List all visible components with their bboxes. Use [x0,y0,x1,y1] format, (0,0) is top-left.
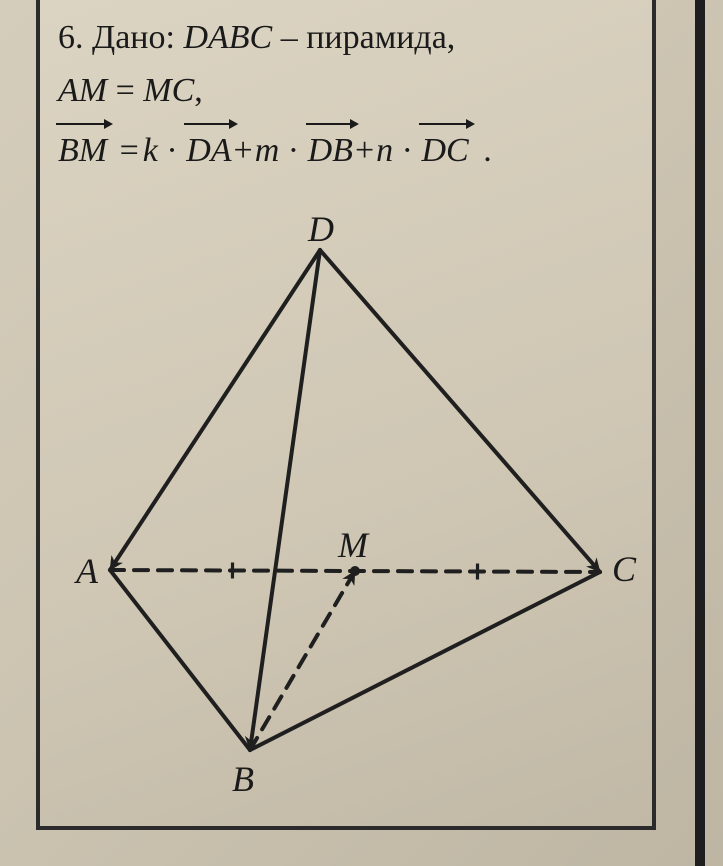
given-label: Дано: [92,19,175,56]
plus-2: + [355,132,374,169]
dot-3: · [402,132,413,169]
plus-1: + [234,132,253,169]
dot-1: · [166,132,177,169]
vector-bm: BM [58,123,107,178]
vector-dc: DC [421,123,468,178]
eq-sign-2: = [120,132,139,169]
period: . [483,132,492,169]
vector-da: DA [186,123,231,178]
comma-1: , [194,72,203,109]
coef-k: k [143,132,158,169]
line-1: 6. Дано: DABC – пирамида, [58,12,618,65]
problem-text: 6. Дано: DABC – пирамида, AM = MC, BM =k… [58,12,618,178]
coef-m: m [255,132,280,169]
pyramid-name: DABC [183,19,272,56]
pyramid-word: пирамида, [306,19,455,56]
book-spine [695,0,705,866]
label-a: A [76,550,98,592]
label-c: C [612,548,636,590]
am-label: AM [58,72,107,109]
label-m: M [338,524,368,566]
problem-number: 6. [58,19,84,56]
line-2: AM = MC, [58,65,618,118]
pyramid-diagram: D A C B M [40,210,650,810]
label-d: D [308,208,334,250]
mc-label: MC [143,72,194,109]
dot-2: · [288,132,299,169]
line-3: BM =k · DA+m · DB+n · DC . [58,123,618,178]
diagram-svg [40,210,650,810]
dash: – [281,19,298,56]
eq-sign-1: = [116,72,135,109]
label-b: B [232,758,254,800]
coef-n: n [376,132,393,169]
vector-db: DB [308,123,353,178]
page: 6. Дано: DABC – пирамида, AM = MC, BM =k… [0,0,723,866]
